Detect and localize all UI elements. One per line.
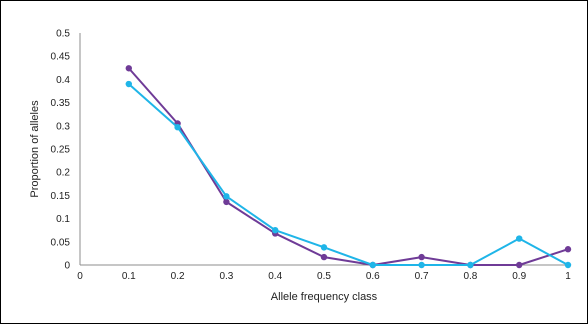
x-tick-label: 0.9 xyxy=(512,271,526,282)
y-tick-label: 0.45 xyxy=(51,52,71,63)
x-tick-label: 0 xyxy=(77,271,83,282)
y-tick-label: 0.1 xyxy=(56,214,70,225)
tick-labels: 0 0.1 0.2 0.3 0.4 0.5 0.6 0.7 0.8 0.9 1 0 0.05 0.1 0.1… xyxy=(51,29,572,283)
series-2-point xyxy=(418,261,425,269)
x-tick-label: 0.8 xyxy=(463,271,477,282)
x-tick-label: 0.1 xyxy=(122,271,136,282)
series-1 xyxy=(125,65,572,269)
series-2-point xyxy=(125,80,132,88)
x-tick-label: 1 xyxy=(565,271,571,282)
series-2-line xyxy=(128,83,569,266)
series-2-point xyxy=(223,193,230,200)
x-tick-label: 0.2 xyxy=(171,271,185,282)
x-axis-label: Allele frequency class xyxy=(271,291,378,303)
x-tick-label: 0.3 xyxy=(219,271,233,282)
x-tick-label: 0.6 xyxy=(366,271,380,282)
series-2-point xyxy=(564,261,572,269)
y-tick-label: 0.3 xyxy=(56,121,70,132)
x-tick-label: 0.5 xyxy=(317,271,331,282)
series-1-point xyxy=(320,253,328,261)
series-2-point xyxy=(272,227,279,234)
y-tick-label: 0.35 xyxy=(51,98,71,109)
series-2-point xyxy=(467,261,474,269)
series-1-point xyxy=(564,246,572,253)
series-1-point xyxy=(418,253,425,261)
x-tick-label: 0.7 xyxy=(415,271,429,282)
y-axis-label: Proportion of alleles xyxy=(29,100,41,198)
y-tick-label: 0.15 xyxy=(51,191,71,202)
series-2-point xyxy=(516,235,523,242)
series-layer xyxy=(125,65,572,269)
axes xyxy=(79,33,568,266)
y-tick-label: 0.5 xyxy=(56,29,70,40)
series-1-point xyxy=(516,261,523,269)
y-tick-label: 0.05 xyxy=(51,237,71,248)
series-1-point xyxy=(125,65,132,72)
series-2 xyxy=(125,80,572,269)
y-tick-label: 0 xyxy=(64,261,70,272)
x-tick-label: 0.4 xyxy=(268,271,282,282)
y-tick-label: 0.2 xyxy=(56,168,70,179)
y-tick-label: 0.25 xyxy=(51,145,71,156)
series-2-point xyxy=(320,244,328,251)
y-tick-label: 0.4 xyxy=(56,75,70,86)
series-1-point xyxy=(223,198,230,206)
series-1-line xyxy=(128,67,569,266)
series-2-point xyxy=(369,261,376,269)
series-2-point xyxy=(174,123,181,131)
